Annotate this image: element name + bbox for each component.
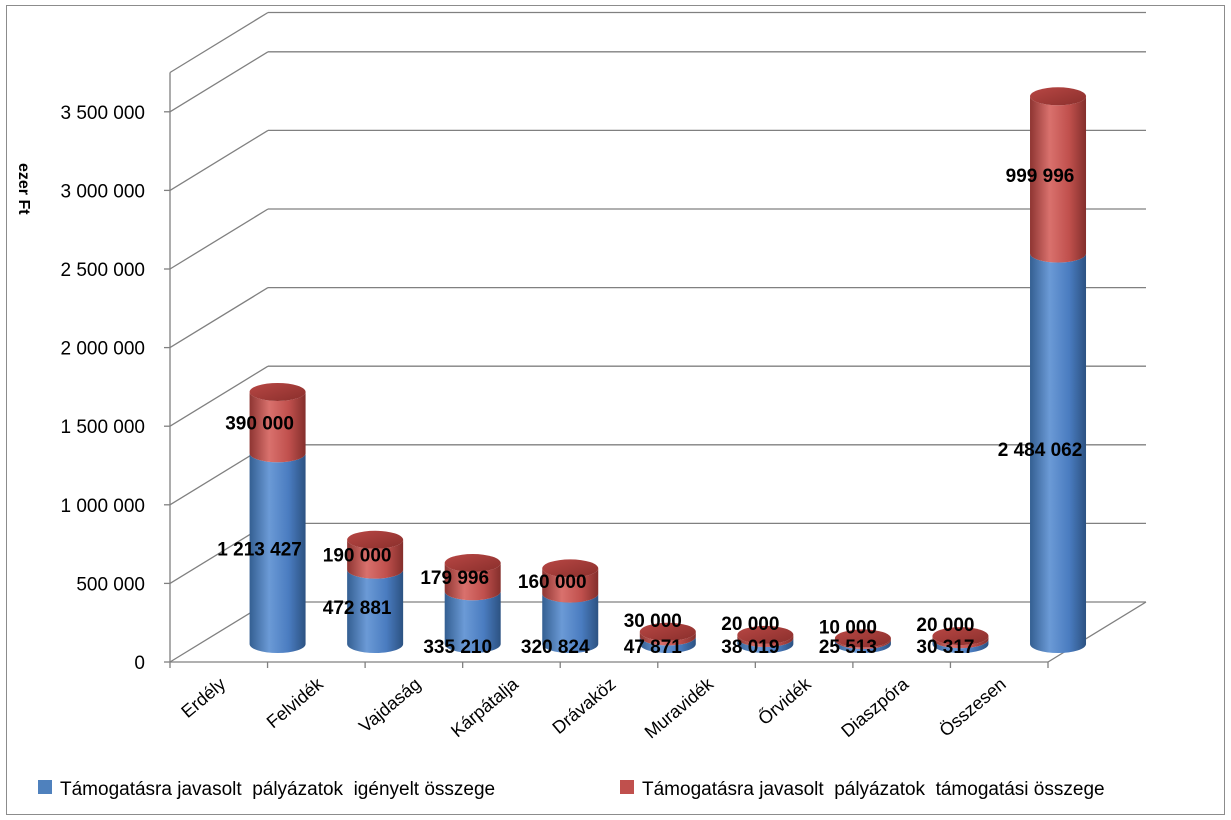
data-label-series-2: 30 000 xyxy=(624,611,682,632)
bar-top-cap xyxy=(834,629,891,648)
bar-series-2 xyxy=(1030,96,1087,263)
bar-series-1 xyxy=(737,638,794,653)
bar-series-2 xyxy=(639,631,696,646)
bar-group xyxy=(737,625,794,653)
x-category-label: Őrvidék xyxy=(754,672,816,729)
legend: Támogatásra javasolt pályázatok igényelt… xyxy=(38,779,1105,800)
data-labels: 1 213 427 390 000 472 881 190 000 335 210 179… xyxy=(217,166,1082,658)
y-tick-label: 2 500 000 xyxy=(60,260,145,281)
legend-label-series-1: Támogatásra javasolt pályázatok igényelt… xyxy=(60,779,495,800)
x-category-label: Muravidék xyxy=(641,673,718,742)
bar-top-cap xyxy=(639,622,696,641)
bar-series-2 xyxy=(542,568,599,603)
bar-series-2 xyxy=(834,638,891,649)
x-category-label: Drávaköz xyxy=(548,674,619,738)
legend-label-series-2: Támogatásra javasolt pályázatok támogatá… xyxy=(642,779,1105,800)
x-category-label: Erdély xyxy=(177,674,229,722)
bar-group xyxy=(444,554,501,653)
bar-series-1 xyxy=(444,591,501,653)
data-label-series-1: 335 210 xyxy=(423,637,492,658)
data-label-series-1: 472 881 xyxy=(323,598,392,619)
data-label-series-2: 20 000 xyxy=(721,614,779,635)
bar-group xyxy=(834,629,891,653)
side-grid-line xyxy=(169,11,269,74)
bars xyxy=(249,87,1087,654)
bar-series-2 xyxy=(737,634,794,648)
bar-series-2 xyxy=(249,391,306,463)
x-category-label: Vajdaság xyxy=(355,674,424,737)
y-axis-label: ezer Ft xyxy=(15,163,32,215)
bar-series-2 xyxy=(347,539,404,579)
data-label-series-1: 25 513 xyxy=(819,637,877,658)
data-label-series-2: 160 000 xyxy=(518,572,587,593)
y-tick-label: 3 000 000 xyxy=(60,181,145,202)
y-tick-label: 1 500 000 xyxy=(60,417,145,438)
side-grid-line xyxy=(169,365,269,427)
bar-group xyxy=(932,627,989,653)
bar-series-1 xyxy=(932,639,989,653)
data-label-series-1: 320 824 xyxy=(521,637,590,658)
bar-top-cap xyxy=(347,530,404,549)
data-label-series-1: 47 871 xyxy=(624,637,683,658)
x-category-label: Összesen xyxy=(936,674,1010,741)
bar-series-2 xyxy=(932,636,989,649)
chart-walls xyxy=(169,11,1147,663)
side-grid-line xyxy=(169,287,269,349)
legend-swatch-series-2 xyxy=(620,780,634,794)
bar-series-1 xyxy=(1030,253,1087,654)
bar-top-cap xyxy=(444,554,501,573)
data-label-series-1: 2 484 062 xyxy=(998,440,1083,461)
bar-group xyxy=(249,382,306,653)
y-axis-ticks: 0 500 000 1 000 000 1 500 000 2 000 000 2 500… xyxy=(60,103,170,674)
bar-top-cap xyxy=(932,627,989,646)
x-axis-categories: Erdély Felvidék Vajdaság Kárpátalja Drávaköz… xyxy=(169,662,1049,742)
x-category-label: Diaszpóra xyxy=(837,673,913,741)
bar-series-1 xyxy=(249,453,306,653)
bar-series-1 xyxy=(347,569,404,653)
data-label-series-2: 10 000 xyxy=(819,617,877,638)
bar-series-1 xyxy=(542,593,599,653)
data-label-series-2: 190 000 xyxy=(323,546,392,567)
x-category-label: Kárpátalja xyxy=(447,673,523,741)
data-label-series-2: 999 996 xyxy=(1006,166,1075,187)
bar-series-1 xyxy=(834,639,891,653)
data-label-series-1: 30 317 xyxy=(916,637,974,658)
side-grid-line xyxy=(169,51,269,113)
bar-top-cap xyxy=(737,625,794,644)
legend-swatch-series-1 xyxy=(38,780,52,794)
data-label-series-2: 20 000 xyxy=(916,615,974,636)
bar-series-1 xyxy=(639,636,696,653)
data-label-series-1: 1 213 427 xyxy=(217,540,302,561)
y-tick-label: 1 000 000 xyxy=(60,496,145,517)
side-grid-line xyxy=(169,208,269,270)
bar-top-cap xyxy=(542,559,599,578)
bar-group xyxy=(347,530,404,653)
data-label-series-2: 179 996 xyxy=(420,568,489,589)
data-label-series-2: 390 000 xyxy=(225,414,294,435)
bar-series-2 xyxy=(444,563,501,601)
x-category-label: Felvidék xyxy=(263,673,328,732)
bar-top-cap xyxy=(1030,87,1087,106)
bar-group xyxy=(639,622,696,653)
y-tick-label: 3 500 000 xyxy=(60,103,145,124)
bar-top-cap xyxy=(249,382,306,401)
bar-group xyxy=(1030,87,1087,654)
side-grid-line xyxy=(169,129,269,191)
bar-group xyxy=(542,559,599,653)
y-tick-label: 0 xyxy=(134,653,145,674)
y-tick-label: 500 000 xyxy=(76,574,145,595)
chart-frame xyxy=(6,5,1225,815)
data-label-series-1: 38 019 xyxy=(721,637,779,658)
y-tick-label: 2 000 000 xyxy=(60,339,145,360)
